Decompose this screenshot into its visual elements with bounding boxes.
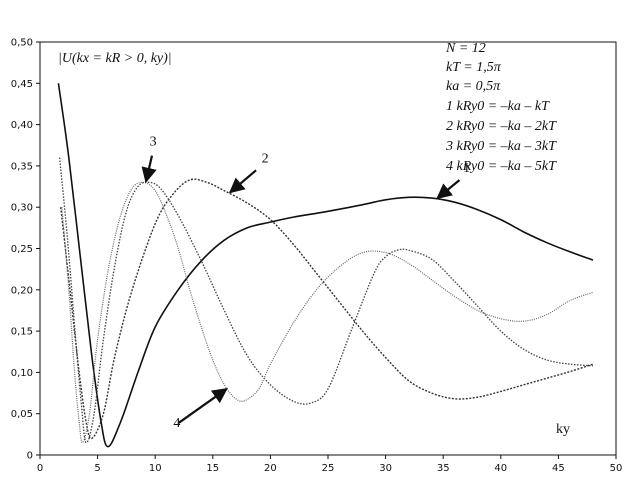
x-tick-label: 10	[149, 463, 162, 474]
y-tick-label: 0	[27, 451, 33, 462]
y-tick-label: 0,20	[11, 285, 33, 296]
series-layer	[57, 83, 594, 448]
y-tick-label: 0,45	[11, 79, 33, 90]
series-3-line	[58, 157, 594, 444]
x-tick-label: 35	[437, 463, 450, 474]
legend-line: N = 12	[445, 41, 486, 56]
y-tick-label: 0,35	[11, 161, 33, 172]
annotation-layer: 1 2 3 4	[141, 135, 470, 431]
annotation-label-2: 2	[262, 151, 269, 166]
y-tick-label: 0,05	[11, 409, 33, 420]
legend-line: kT = 1,5π	[446, 60, 502, 75]
axes: 0 5 10 15 20 25 30 35 40 45 50 0 0,05 0,10 0,15 0,20 0,2…	[11, 38, 623, 475]
y-tick-label: 0,10	[11, 368, 33, 379]
y-tick-label: 0,50	[11, 38, 33, 49]
legend-line: 3 kRy0 = –ka – 3kT	[445, 139, 557, 154]
y-tick-label: 0,15	[11, 327, 33, 338]
x-tick-label: 15	[206, 463, 219, 474]
y-tick-label: 0,40	[11, 120, 33, 131]
x-tick-label: 50	[610, 463, 623, 474]
annotation-label-1: 1	[463, 161, 470, 176]
x-tick-label: 45	[552, 463, 565, 474]
y-tick-label: 0,25	[11, 244, 33, 255]
legend-line: 1 kRy0 = –ka – kT	[446, 99, 550, 114]
x-tick-label: 20	[264, 463, 277, 474]
y-tick-label: 0,30	[11, 203, 33, 214]
x-axis-label: ky	[556, 422, 570, 437]
annotation-arrow-1	[436, 179, 461, 200]
annotation-arrow-3	[141, 155, 157, 184]
series-1-line	[57, 83, 594, 448]
series-4-line	[61, 181, 594, 444]
x-tick-label: 5	[94, 463, 100, 474]
legend-line: ka = 0,5π	[446, 79, 501, 94]
legend-line: 2 kRy0 = –ka – 2kT	[446, 119, 557, 134]
legend-line: 4 kRy0 = –ka – 5kT	[446, 159, 557, 174]
x-tick-label: 0	[37, 463, 43, 474]
annotation-label-3: 3	[150, 135, 157, 150]
annotation-arrow-4	[177, 388, 228, 424]
annotation-label-4: 4	[173, 416, 180, 431]
x-tick-label: 25	[322, 463, 335, 474]
x-tick-label: 30	[379, 463, 392, 474]
x-tick-label: 40	[494, 463, 507, 474]
series-2-line	[60, 178, 594, 440]
y-axis-label: |U(kx = kR > 0, ky)|	[58, 51, 172, 66]
legend-text-block: N = 12 kT = 1,5π ka = 0,5π 1 kRy0 = –ka …	[445, 41, 557, 174]
annotation-arrow-2	[228, 169, 257, 194]
